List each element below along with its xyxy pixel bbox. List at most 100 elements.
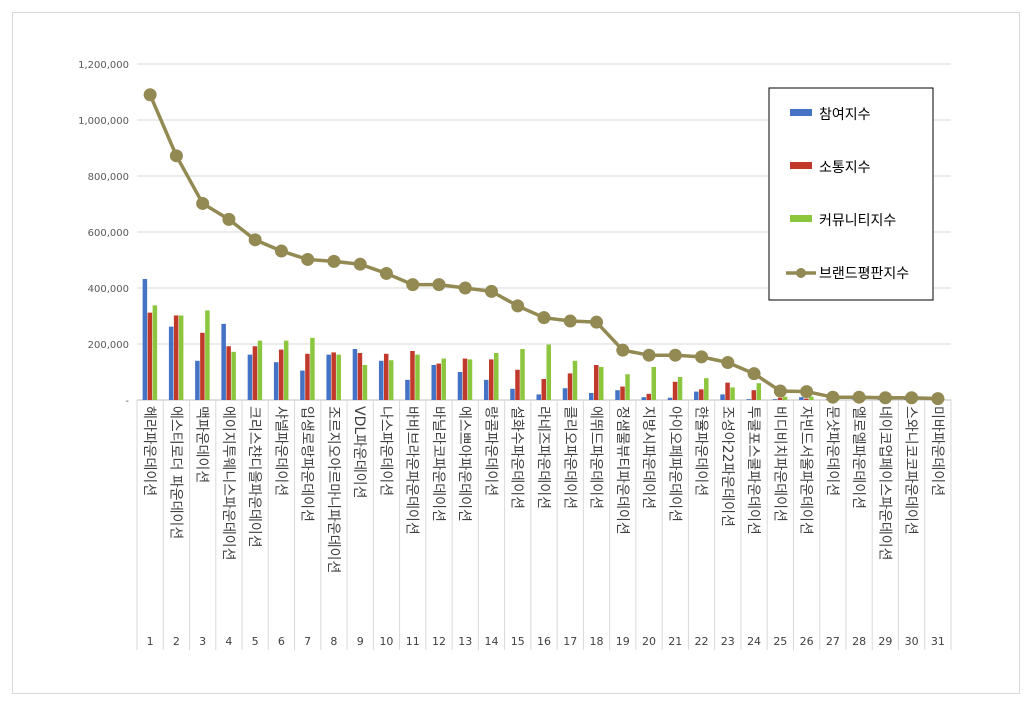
y-tick-label: 1,200,000 (78, 60, 129, 71)
rank-label: 19 (616, 635, 630, 648)
chart: - 200,000 400,000 600,000 800,000 1,000,000 1,… (78, 60, 952, 650)
bar-커뮤니티지수 (205, 310, 210, 400)
x-tick-label: 바닐라코파운데이션 (430, 406, 446, 522)
line-point (274, 244, 288, 258)
bar-참여지수 (641, 397, 647, 400)
bar-소통지수 (594, 365, 599, 400)
y-tick-label: 800,000 (88, 172, 129, 183)
bar-소통지수 (226, 346, 231, 400)
rank-label: 11 (406, 635, 420, 648)
bar-참여지수 (615, 390, 620, 400)
line-point (878, 391, 892, 405)
rank-label: 20 (642, 635, 656, 648)
bar-참여지수 (720, 394, 725, 400)
legend-box (768, 87, 934, 301)
x-tick-label: 네이코업페이스파운데이션 (876, 406, 892, 561)
x-tick-label: 에스티로더 파운데이션 (167, 406, 183, 539)
x-tick-label: 라네즈파운데이션 (535, 406, 551, 509)
bar-소통지수 (278, 349, 284, 400)
line-point (695, 350, 709, 364)
x-tick-label: 설화수파운데이션 (509, 406, 525, 509)
bar-커뮤니티지수 (336, 354, 341, 400)
bar-참여지수 (667, 397, 673, 400)
rank-label: 16 (537, 635, 551, 648)
bar-소통지수 (515, 369, 520, 400)
x-axis: 헤라파운데이션 1 에스티로더 파운데이션 2 맥파운데이션 3 에이지투웨니스파운데이션 4… (136, 400, 952, 650)
brand-index-line (143, 88, 945, 406)
bar-커뮤니티지수 (599, 366, 604, 400)
bar-소통지수 (331, 352, 336, 400)
bar-참여지수 (168, 326, 174, 400)
rank-label: 3 (199, 635, 206, 648)
rank-label: 30 (905, 635, 919, 648)
bar-소통지수 (646, 393, 652, 400)
x-tick-label: 자빈드서울파운데이션 (798, 406, 814, 535)
rank-label: 6 (278, 635, 285, 648)
rank-label: 9 (357, 635, 364, 648)
bar-커뮤니티지수 (467, 359, 473, 400)
x-tick-label: 나스파운데이션 (377, 406, 393, 496)
gridlines (137, 63, 951, 401)
line-point (143, 88, 157, 102)
bar-소통지수 (488, 359, 494, 400)
x-tick-label: 지방시파운데이션 (640, 406, 656, 509)
bar-참여지수 (536, 394, 541, 400)
bar-소통지수 (383, 353, 389, 400)
bar-참여지수 (772, 399, 778, 400)
rank-label: 13 (458, 635, 472, 648)
x-tick-label: 투쿨포스쿨파운데이션 (745, 406, 761, 535)
legend-swatch (790, 109, 812, 116)
x-tick-label: 헤라파운데이션 (141, 406, 157, 496)
line-point (616, 343, 630, 357)
bar-참여지수 (378, 360, 384, 400)
bar-소통지수 (436, 363, 441, 400)
x-tick-label: 스와니코코파운데이션 (903, 406, 919, 535)
bar-커뮤니티지수 (756, 383, 762, 400)
line-point (590, 315, 604, 329)
legend-swatch (790, 162, 812, 169)
rank-label: 25 (773, 635, 787, 648)
x-tick-label: 조르지오아르마니파운데이션 (325, 406, 341, 573)
bar-커뮤니티지수 (178, 315, 184, 400)
y-tick-label: 600,000 (88, 228, 129, 239)
bar-커뮤니티지수 (493, 352, 499, 400)
rank-label: 8 (330, 635, 337, 648)
bar-커뮤니티지수 (625, 374, 630, 400)
bar-소통지수 (620, 386, 625, 400)
bar-커뮤니티지수 (651, 366, 657, 400)
line-point (852, 390, 866, 404)
bar-커뮤니티지수 (362, 365, 368, 400)
line-point (458, 281, 472, 295)
x-tick-label: 클리오파운데이션 (561, 406, 577, 509)
rank-label: 29 (878, 635, 892, 648)
rank-label: 31 (931, 635, 945, 648)
bar-커뮤니티지수 (388, 360, 394, 400)
bar-참여지수 (483, 379, 489, 400)
bar-참여지수 (405, 379, 410, 400)
legend-label: 소통지수 (819, 160, 871, 176)
bar-커뮤니티지수 (283, 340, 289, 400)
bar-커뮤니티지수 (677, 377, 683, 400)
bar-참여지수 (142, 279, 148, 400)
line-point (196, 196, 210, 210)
rank-label: 15 (511, 635, 525, 648)
bar-참여지수 (195, 360, 200, 400)
rank-label: 22 (695, 635, 709, 648)
line-point (484, 284, 498, 298)
x-tick-label: 비디비치파운데이션 (771, 406, 787, 522)
bar-커뮤니티지수 (546, 344, 551, 400)
bar-커뮤니티지수 (704, 378, 709, 400)
rank-label: 4 (225, 635, 232, 648)
line-point (773, 384, 787, 398)
legend-marker (796, 268, 806, 278)
line-point (747, 367, 761, 381)
bar-소통지수 (410, 351, 415, 400)
bar-참여지수 (273, 362, 279, 400)
line-point (379, 266, 393, 280)
rank-label: 28 (852, 635, 866, 648)
rank-label: 7 (304, 635, 311, 648)
rank-label: 24 (747, 635, 761, 648)
bar-참여지수 (457, 372, 463, 400)
x-tick-label: 한율파운데이션 (693, 406, 709, 496)
